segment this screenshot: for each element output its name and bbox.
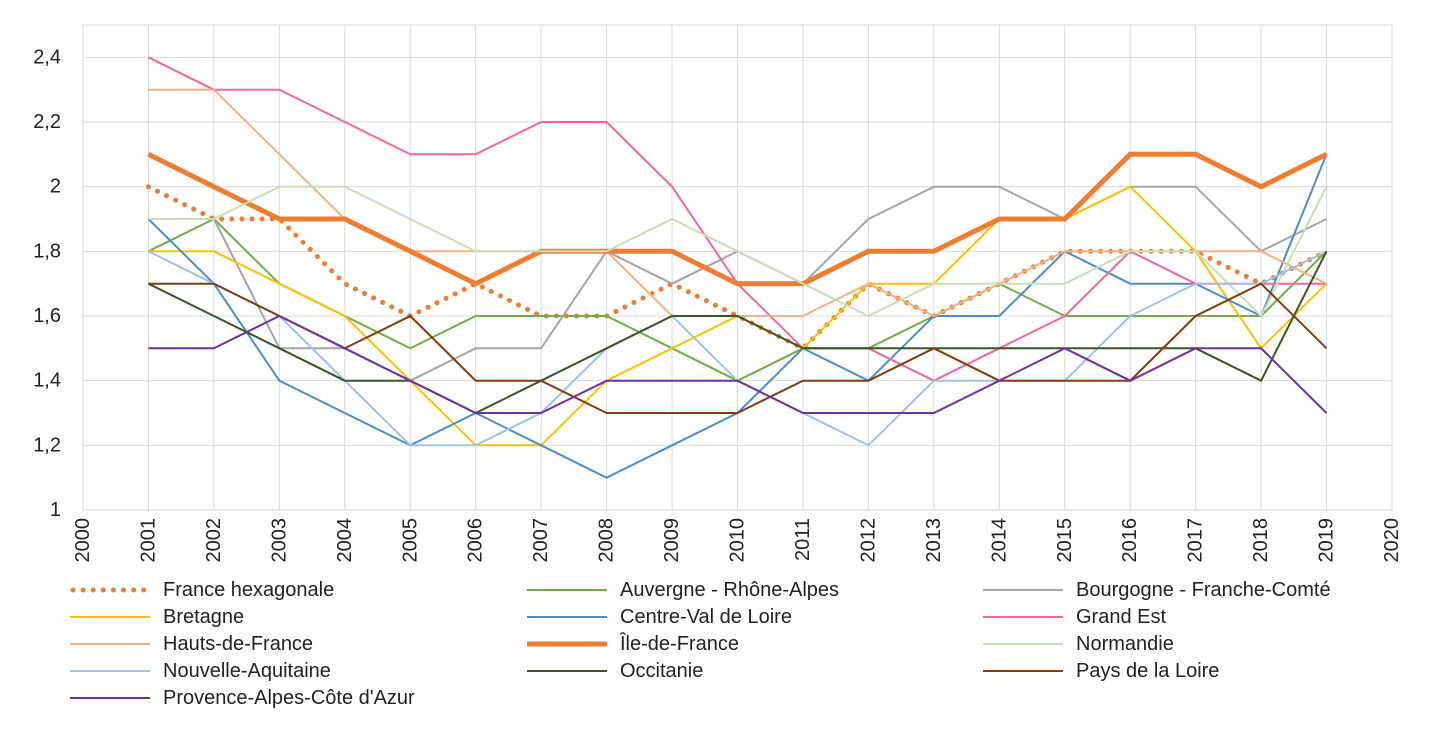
y-tick-label: 1,2 xyxy=(33,434,61,456)
series-lines xyxy=(145,56,1329,479)
legend-label: Provence-Alpes-Côte d'Azur xyxy=(163,687,415,709)
y-tick-label: 2,4 xyxy=(33,46,61,68)
x-tick-label: 2016 xyxy=(1119,518,1141,563)
x-tick-label: 2015 xyxy=(1054,518,1076,563)
legend-label: Île-de-France xyxy=(619,632,739,655)
axes: 2000 2001 2002 2003 2004 2005 2006 2007 2008 2009… xyxy=(33,46,1403,562)
x-tick-label: 2008 xyxy=(596,518,618,563)
legend-item: Bretagne xyxy=(70,606,244,628)
x-tick-label: 2005 xyxy=(399,518,421,563)
y-tick-label: 2,2 xyxy=(33,111,61,133)
legend-item: Grand Est xyxy=(983,606,1166,628)
y-tick-label: 2 xyxy=(50,176,61,198)
legend-label: Auvergne - Rhône-Alpes xyxy=(620,579,839,601)
y-tick-label: 1,8 xyxy=(33,240,61,262)
legend-item: Occitanie xyxy=(527,660,703,682)
legend-label: Grand Est xyxy=(1076,606,1166,628)
x-tick-label: 2019 xyxy=(1316,518,1338,563)
y-tick-label: 1 xyxy=(50,499,61,521)
x-tick-label: 2004 xyxy=(334,518,356,563)
x-tick-label: 2020 xyxy=(1381,518,1403,563)
series-line xyxy=(148,314,1328,414)
legend-label: Bourgogne - Franche-Comté xyxy=(1076,579,1331,601)
series-line xyxy=(147,151,1328,287)
x-tick-label: 2006 xyxy=(465,518,487,563)
legend-item: Nouvelle-Aquitaine xyxy=(70,660,331,682)
legend-label: France hexagonale xyxy=(163,579,334,601)
legend-item: Normandie xyxy=(983,633,1174,655)
legend-label: Nouvelle-Aquitaine xyxy=(163,660,331,682)
x-tick-label: 2000 xyxy=(72,518,94,563)
legend-label: Occitanie xyxy=(620,660,703,682)
series-line xyxy=(147,250,1328,415)
x-tick-label: 2013 xyxy=(923,518,945,563)
x-tick-label: 2018 xyxy=(1250,518,1272,563)
x-tick-label: 2017 xyxy=(1185,518,1207,563)
series-line xyxy=(148,185,1328,318)
legend-label: Normandie xyxy=(1076,633,1174,655)
legend-item: Île-de-France xyxy=(527,632,739,655)
y-tick-label: 1,6 xyxy=(33,305,61,327)
gridlines xyxy=(82,24,1393,511)
y-tick-label: 1,4 xyxy=(33,370,61,392)
x-tick-label: 2012 xyxy=(857,518,879,563)
legend-label: Hauts-de-France xyxy=(163,633,313,655)
legend-item: France hexagonale xyxy=(70,579,334,601)
legend-label: Bretagne xyxy=(163,606,244,628)
x-tick-label: 2007 xyxy=(530,518,552,563)
legend-item: Hauts-de-France xyxy=(70,633,313,655)
x-tick-label: 2009 xyxy=(661,518,683,563)
legend-item: Auvergne - Rhône-Alpes xyxy=(527,579,839,601)
x-tick-label: 2011 xyxy=(792,518,814,561)
legend-item: Pays de la Loire xyxy=(983,660,1219,682)
x-tick-label: 2001 xyxy=(137,518,159,563)
legend-item: Provence-Alpes-Côte d'Azur xyxy=(70,687,415,709)
x-tick-label: 2014 xyxy=(988,518,1010,563)
legend-label: Centre-Val de Loire xyxy=(620,606,792,628)
x-tick-label: 2010 xyxy=(727,518,749,563)
legend: France hexagonale Auvergne - Rhône-Alpes B… xyxy=(70,579,1331,709)
legend-item: Bourgogne - Franche-Comté xyxy=(983,579,1331,601)
legend-label: Pays de la Loire xyxy=(1076,660,1219,682)
x-tick-label: 2002 xyxy=(203,518,225,563)
legend-item: Centre-Val de Loire xyxy=(527,606,792,628)
x-tick-label: 2003 xyxy=(268,518,290,563)
